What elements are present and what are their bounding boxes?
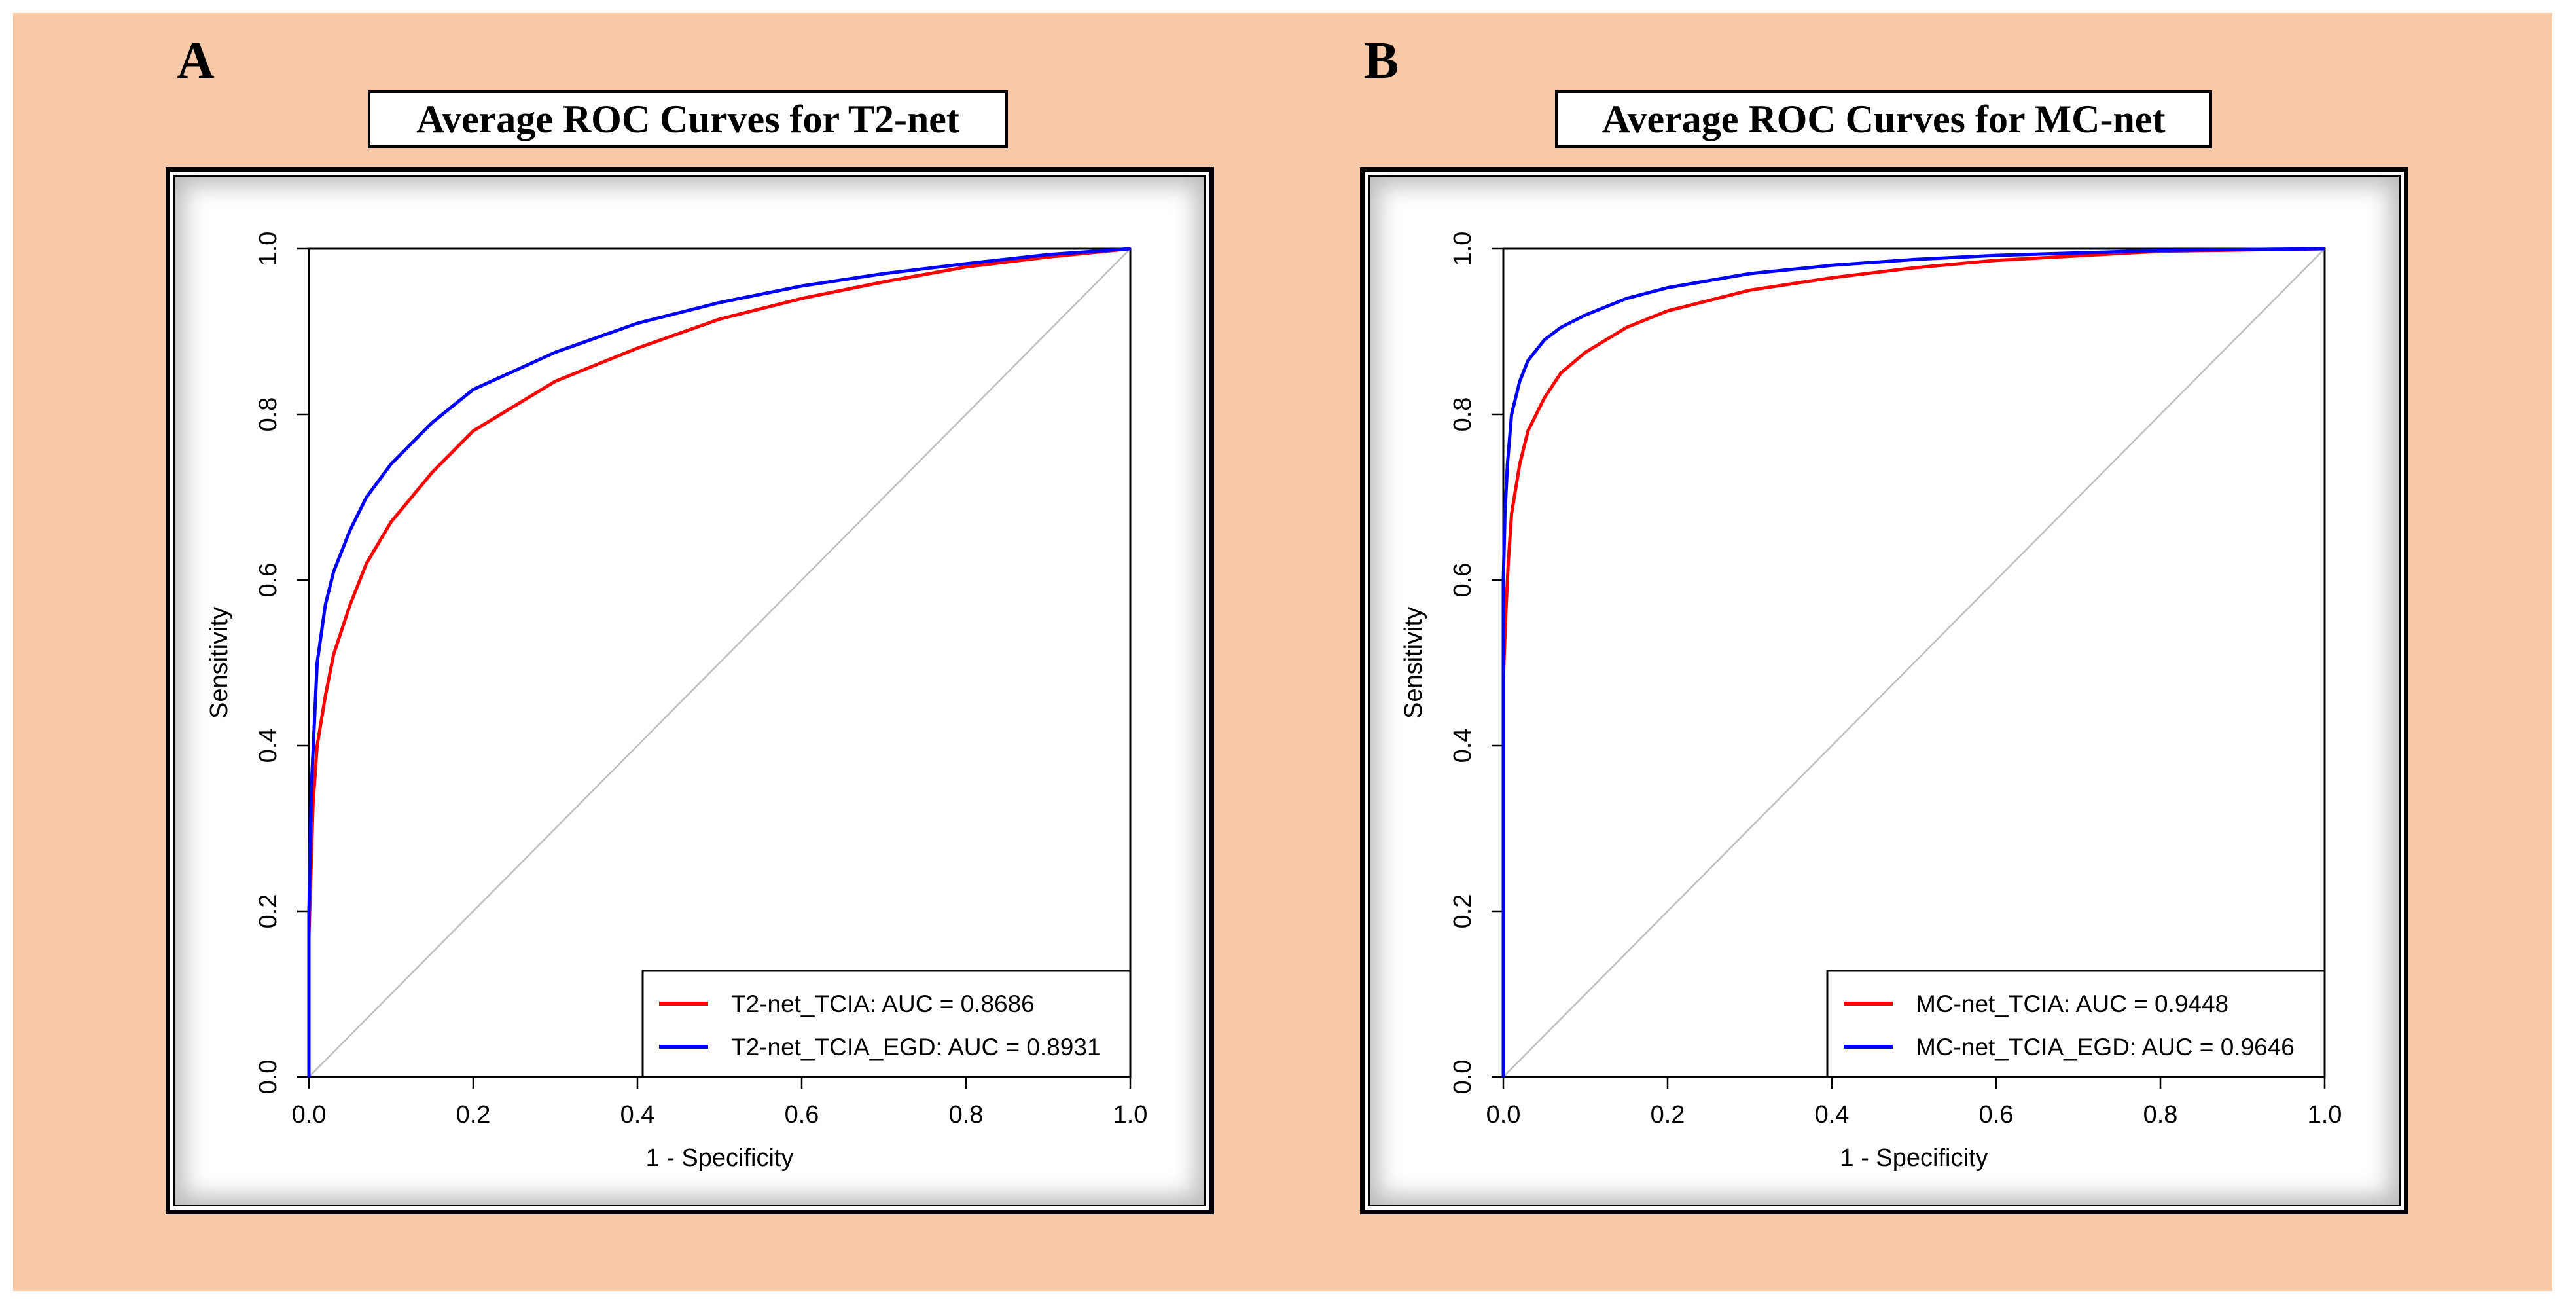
x-tick-label: 0.8 <box>949 1101 984 1129</box>
x-tick-label: 1.0 <box>1113 1101 1148 1129</box>
y-tick-label: 0.0 <box>1449 1060 1476 1095</box>
y-tick-label: 0.6 <box>1449 563 1476 598</box>
legend-entry: T2-net_TCIA_EGD: AUC = 0.8931 <box>731 1034 1101 1061</box>
reference-diagonal <box>1503 248 2325 1078</box>
x-tick-label: 0.0 <box>1486 1101 1521 1129</box>
y-tick-label: 0.8 <box>255 397 282 432</box>
plot-frame: 0.0 0.2 0.4 0.6 0.8 1.0 0.0 0.2 0.4 0.6 0.8 1.0 1 - … <box>1360 167 2408 1214</box>
plot-frame: 0.0 0.2 0.4 0.6 0.8 1.0 0.0 0.2 0.4 0.6 0.8 1.0 1 - … <box>166 167 1214 1214</box>
x-tick-label: 0.6 <box>1979 1101 2014 1129</box>
y-tick-label: 1.0 <box>255 232 282 266</box>
x-axis-label: 1 - Specificity <box>646 1144 794 1172</box>
legend-box <box>1826 970 2326 1078</box>
y-tick-label: 0.0 <box>255 1060 282 1095</box>
x-tick-label: 0.2 <box>456 1101 491 1129</box>
panel-letter: B <box>1364 32 1399 90</box>
chart-title: Average ROC Curves for T2-net <box>368 90 1008 148</box>
x-tick-label: 0.4 <box>620 1101 655 1129</box>
y-axis-label: Sensitivity <box>206 607 233 719</box>
x-tick-label: 0.6 <box>785 1101 819 1129</box>
series-line-1 <box>1501 247 2325 1077</box>
y-tick-label: 0.2 <box>1449 894 1476 929</box>
x-axis-label: 1 - Specificity <box>1840 1144 1988 1172</box>
y-tick-label: 0.2 <box>255 894 282 929</box>
roc-chart: 0.0 0.2 0.4 0.6 0.8 1.0 0.0 0.2 0.4 0.6 0.8 1.0 1 - … <box>206 232 1148 1172</box>
series-line-2 <box>307 247 1131 1077</box>
series-line-1 <box>307 247 1131 1077</box>
reference-diagonal <box>308 248 1131 1078</box>
legend-entry: T2-net_TCIA: AUC = 0.8686 <box>731 990 1035 1017</box>
series-line-2 <box>1501 247 2325 1077</box>
x-tick-label: 1.0 <box>2308 1101 2342 1129</box>
y-tick-label: 0.6 <box>255 563 282 598</box>
chart-title: Average ROC Curves for MC-net <box>1555 90 2212 148</box>
legend-entry: MC-net_TCIA: AUC = 0.9448 <box>1916 990 2228 1017</box>
x-tick-label: 0.4 <box>1815 1101 1850 1129</box>
y-tick-label: 0.8 <box>1449 397 1476 432</box>
y-tick-label: 0.4 <box>255 729 282 763</box>
x-tick-label: 0.8 <box>2143 1101 2178 1129</box>
y-axis-label: Sensitivity <box>1400 607 1427 719</box>
roc-chart: 0.0 0.2 0.4 0.6 0.8 1.0 0.0 0.2 0.4 0.6 0.8 1.0 1 - … <box>1400 232 2342 1172</box>
y-tick-label: 1.0 <box>1449 232 1476 266</box>
x-tick-label: 0.0 <box>292 1101 327 1129</box>
legend-entry: MC-net_TCIA_EGD: AUC = 0.9646 <box>1916 1034 2295 1061</box>
y-tick-label: 0.4 <box>1449 729 1476 763</box>
legend-box <box>641 970 1132 1078</box>
x-tick-label: 0.2 <box>1651 1101 1685 1129</box>
panel-letter: A <box>177 32 215 90</box>
